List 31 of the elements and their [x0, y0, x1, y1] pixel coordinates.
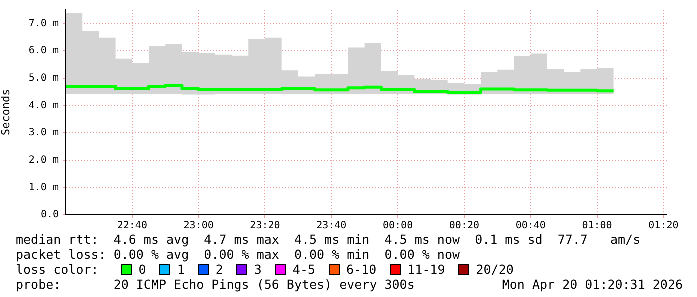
x-tick-label: 23:40: [316, 220, 347, 232]
y-tick-label: 5.0 m: [28, 72, 59, 84]
legend-label: 4-5: [292, 262, 316, 277]
x-tick-label: 01:00: [582, 220, 612, 232]
legend-label: 3: [254, 262, 262, 277]
text: packet loss: 0.00 % avg 0.00 % max 0.00 % min 0.00 % now: [16, 247, 462, 262]
text: median rtt: 4.6 ms avg 4.7 ms max 4.5 ms min 4.5 ms now 0.1 ms sd 77.7 am/s: [16, 232, 642, 247]
y-axis-title: Seconds: [0, 89, 12, 136]
y-tick-label: 1.0 m: [28, 182, 59, 194]
x-tick-label: 01:20: [648, 220, 679, 232]
x-tick-label: 22:40: [117, 220, 148, 232]
y-tick-label: 0.0: [40, 210, 59, 221]
legend-label: 20/20: [476, 262, 514, 277]
legend-title: loss color:: [16, 262, 99, 277]
x-tick-label: 23:00: [184, 220, 214, 232]
x-tick-label: 00:40: [516, 220, 546, 232]
y-tick-label: 4.0 m: [28, 100, 59, 112]
legend-label: 1: [177, 262, 185, 277]
y-tick-label: 2.0 m: [28, 154, 59, 166]
x-tick-label: 00:00: [382, 220, 414, 232]
legend-label: 0: [138, 262, 146, 277]
y-tick-label: 6.0 m: [28, 46, 59, 57]
y-tick-label: 7.0 m: [28, 18, 59, 30]
x-tick-label: 00:20: [449, 220, 480, 232]
text: Mon Apr 20 01:20:31 2026: [502, 277, 683, 292]
text: probe: 20 ICMP Echo Pings (56 Bytes) every 300s: [16, 277, 415, 292]
legend-label: 2: [216, 262, 224, 277]
legend-label: 6-10: [346, 262, 377, 277]
y-tick-label: 3.0 m: [28, 128, 59, 139]
legend-label: 11-19: [408, 262, 446, 277]
x-tick-label: 23:20: [250, 220, 280, 232]
